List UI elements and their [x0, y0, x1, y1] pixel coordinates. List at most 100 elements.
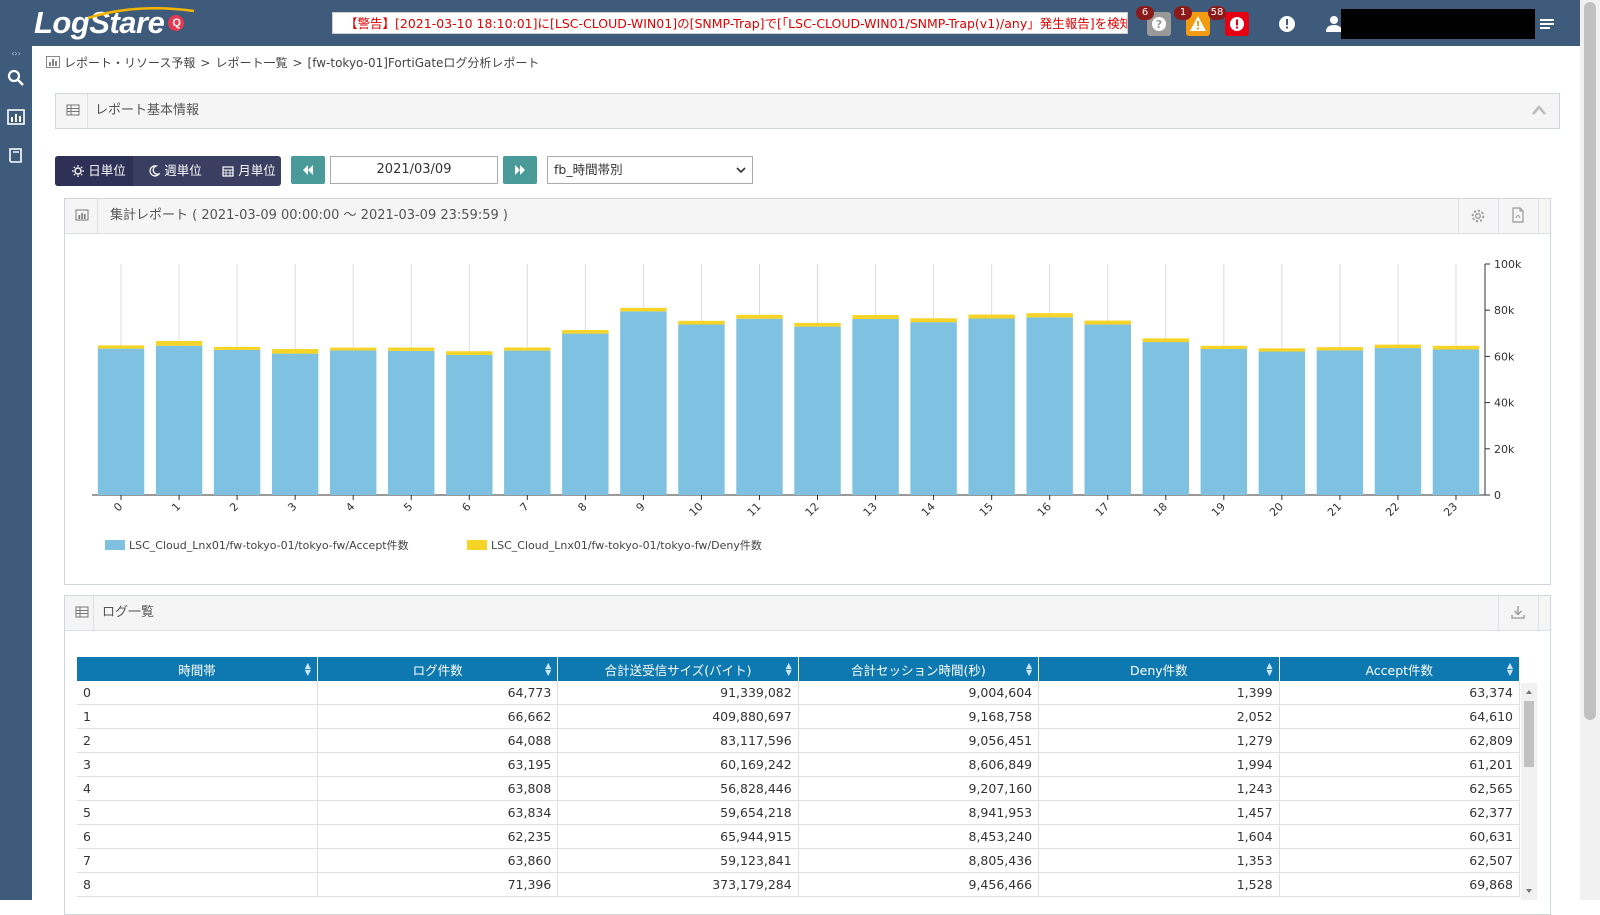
table-cell: 63,834: [317, 800, 559, 825]
column-header-session-time[interactable]: 合計セッション時間(秒) ▲ ▼: [798, 657, 1040, 681]
sort-icon[interactable]: ▲ ▼: [545, 661, 552, 677]
table-scrollbar-thumb[interactable]: [1524, 701, 1534, 767]
header-divider: [93, 596, 94, 630]
header-divider: [1458, 199, 1459, 233]
table-cell: 91,339,082: [557, 681, 799, 705]
report-info-title: レポート基本情報: [95, 103, 200, 118]
table-cell: 2,052: [1038, 704, 1280, 729]
column-header-accept[interactable]: Accept件数 ▲ ▼: [1279, 657, 1521, 681]
sidebar-toggle-icon[interactable]: ‹››: [11, 49, 21, 58]
error-icon[interactable]: [1225, 12, 1249, 36]
table-cell: 3: [77, 752, 318, 777]
logo-swoosh-icon: [87, 7, 195, 19]
weekly-label: 週単位: [164, 163, 202, 178]
log-table: 時間帯 ▲ ▼ ログ件数 ▲ ▼ 合計送受信サイズ(バイト) ▲ ▼ 合計セッション時間(秒…: [77, 657, 1521, 897]
book-icon[interactable]: [6, 146, 26, 166]
table-cell: 409,880,697: [557, 704, 799, 729]
table-cell: 1,528: [1038, 872, 1280, 897]
left-sidebar: ‹››: [0, 46, 32, 900]
breadcrumb-item-report-list[interactable]: レポート一覧: [215, 56, 288, 70]
header-divider: [1538, 596, 1539, 630]
aggregate-report-header: 集計レポート ( 2021-03-09 00:00:00 ～ 2021-03-0…: [65, 199, 1550, 234]
weekly-button[interactable]: 週単位: [133, 156, 207, 186]
pdf-export-icon[interactable]: [1511, 207, 1525, 223]
breadcrumb-item-current: [fw-tokyo-01]FortiGateログ分析レポート: [307, 56, 540, 70]
table-row[interactable]: 2 64,088 83,117,596 9,056,451 1,279 62,809: [77, 728, 1521, 753]
column-header-label: Accept件数: [1365, 662, 1434, 678]
redacted-user-name: [1341, 9, 1535, 39]
report-chart-icon[interactable]: [6, 107, 26, 127]
user-icon[interactable]: [1322, 12, 1346, 36]
double-chevron-right-icon: [515, 165, 525, 175]
sort-icon[interactable]: ▲ ▼: [1506, 661, 1513, 677]
table-row[interactable]: 6 62,235 65,944,915 8,453,240 1,604 60,631: [77, 824, 1521, 849]
sort-icon[interactable]: ▲ ▼: [785, 661, 792, 677]
table-row[interactable]: 5 63,834 59,654,218 8,941,953 1,457 62,377: [77, 800, 1521, 825]
column-header-log-count[interactable]: ログ件数 ▲ ▼: [317, 657, 559, 681]
alert-banner[interactable]: 【警告】[2021-03-10 18:10:01]に[LSC-CLOUD-WIN…: [332, 12, 1128, 34]
breadcrumb: レポート・リソース予報 > レポート一覧 > [fw-tokyo-01]FortiGat…: [46, 54, 539, 72]
table-cell: 6: [77, 824, 318, 849]
table-cell: 62,235: [317, 824, 559, 849]
table-row[interactable]: 8 71,396 373,179,284 9,456,466 1,528 69,868: [77, 872, 1521, 897]
next-date-button[interactable]: [503, 156, 537, 184]
help-icon[interactable]: ?: [1147, 12, 1171, 36]
table-cell: 64,773: [317, 681, 559, 705]
column-header-bytes[interactable]: 合計送受信サイズ(バイト) ▲ ▼: [557, 657, 799, 681]
header-divider: [1538, 199, 1539, 233]
table-cell: 1,604: [1038, 824, 1280, 849]
scroll-up-icon[interactable]: [1521, 685, 1537, 699]
logo-text: LogStare: [34, 5, 165, 40]
column-header-deny[interactable]: Deny件数 ▲ ▼: [1038, 657, 1280, 681]
warning-icon[interactable]: [1186, 12, 1210, 36]
sort-icon[interactable]: ▲ ▼: [1266, 661, 1273, 677]
scroll-down-icon[interactable]: [1521, 884, 1537, 898]
table-row[interactable]: 4 63,808 56,828,446 9,207,160 1,243 62,565: [77, 776, 1521, 801]
monthly-button[interactable]: 月単位: [207, 156, 281, 186]
table-cell: 61,201: [1279, 752, 1521, 777]
calendar-icon: [222, 166, 234, 177]
chevron-up-icon[interactable]: [1531, 104, 1547, 116]
legend-item-deny[interactable]: LSC_Cloud_Lnx01/fw-tokyo-01/tokyo-fw/Den…: [467, 539, 762, 553]
aggregate-report-panel: 集計レポート ( 2021-03-09 00:00:00 ～ 2021-03-0…: [64, 198, 1551, 585]
table-cell: 60,631: [1279, 824, 1521, 849]
report-info-panel: レポート基本情報: [55, 93, 1560, 129]
table-cell: 9,056,451: [798, 728, 1040, 753]
page-scrollbar-thumb[interactable]: [1584, 2, 1596, 720]
table-scrollbar[interactable]: [1521, 683, 1537, 900]
table-row[interactable]: 1 66,662 409,880,697 9,168,758 2,052 64,610: [77, 704, 1521, 729]
column-header-label: ログ件数: [412, 662, 463, 678]
menu-icon[interactable]: [1535, 12, 1559, 36]
gear-icon[interactable]: [1470, 208, 1486, 224]
info-alert-icon[interactable]: [1275, 12, 1299, 36]
daily-button[interactable]: 日単位: [55, 156, 133, 186]
legend-item-accept[interactable]: LSC_Cloud_Lnx01/fw-tokyo-01/tokyo-fw/Acc…: [105, 539, 409, 553]
date-input[interactable]: 2021/03/09: [330, 156, 498, 184]
legend-swatch-deny: [467, 540, 487, 550]
table-cell: 1,457: [1038, 800, 1280, 825]
column-header-time[interactable]: 時間帯 ▲ ▼: [77, 657, 318, 681]
download-icon[interactable]: [1511, 605, 1525, 619]
breadcrumb-item-reports[interactable]: レポート・リソース予報: [64, 56, 196, 70]
sort-icon[interactable]: ▲ ▼: [304, 661, 311, 677]
table-cell: 71,396: [317, 872, 559, 897]
table-cell: 63,808: [317, 776, 559, 801]
legend-swatch-accept: [105, 540, 125, 550]
table-cell: 66,662: [317, 704, 559, 729]
report-type-select[interactable]: fb_時間帯別: [547, 156, 753, 184]
search-icon[interactable]: [6, 68, 26, 88]
error-count-badge: 58: [1208, 6, 1226, 20]
header-divider: [1498, 199, 1499, 233]
previous-date-button[interactable]: [291, 156, 325, 184]
header-divider: [87, 94, 88, 128]
table-row[interactable]: 3 63,195 60,169,242 8,606,849 1,994 61,201: [77, 752, 1521, 777]
logo[interactable]: LogStare Q: [34, 4, 195, 42]
table-row[interactable]: 7 63,860 59,123,841 8,805,436 1,353 62,507: [77, 848, 1521, 873]
sort-icon[interactable]: ▲ ▼: [1025, 661, 1033, 677]
table-cell: 9,456,466: [798, 872, 1040, 897]
page-scrollbar[interactable]: [1580, 0, 1600, 900]
table-icon: [66, 104, 80, 116]
table-row[interactable]: 0 64,773 91,339,082 9,004,604 1,399 63,374: [77, 681, 1521, 705]
report-info-panel-header[interactable]: レポート基本情報: [56, 94, 1559, 128]
table-cell: 8,941,953: [798, 800, 1040, 825]
